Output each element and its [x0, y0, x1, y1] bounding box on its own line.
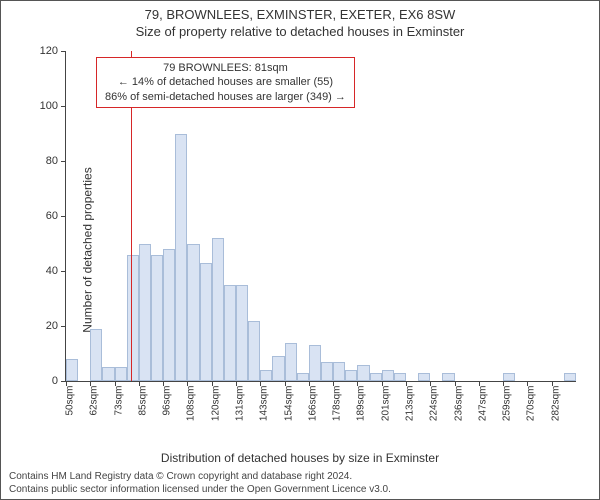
- xtick-label: 166sqm: [307, 386, 318, 422]
- ytick-label: 120: [40, 45, 66, 57]
- ytick-label: 100: [40, 100, 66, 112]
- chart-subtitle: Size of property relative to detached ho…: [1, 22, 599, 39]
- histogram-bar: [224, 285, 236, 381]
- histogram-bar: [163, 249, 175, 381]
- histogram-bar: [394, 373, 406, 381]
- histogram-bar: [285, 343, 297, 382]
- histogram-bar: [321, 362, 333, 381]
- histogram-bar: [212, 238, 224, 381]
- histogram-bar: [418, 373, 430, 381]
- histogram-bar: [345, 370, 357, 381]
- footer-line1: Contains HM Land Registry data © Crown c…: [9, 471, 391, 484]
- xtick-label: 96sqm: [162, 386, 173, 416]
- x-axis-label: Distribution of detached houses by size …: [1, 451, 599, 465]
- xtick-label: 154sqm: [283, 386, 294, 422]
- histogram-bar: [309, 345, 321, 381]
- xtick-label: 189sqm: [356, 386, 367, 422]
- histogram-bar: [260, 370, 272, 381]
- histogram-bar: [503, 373, 515, 381]
- histogram-bar: [357, 365, 369, 382]
- xtick-label: 50sqm: [65, 386, 76, 416]
- histogram-bar: [236, 285, 248, 381]
- xtick-label: 143sqm: [259, 386, 270, 422]
- ytick-label: 40: [46, 265, 66, 277]
- xtick-label: 247sqm: [477, 386, 488, 422]
- histogram-bar: [102, 367, 114, 381]
- info-box-line: ← 14% of detached houses are smaller (55…: [105, 75, 346, 89]
- histogram-bar: [442, 373, 454, 381]
- xtick-label: 131sqm: [235, 386, 246, 422]
- xtick-label: 213sqm: [405, 386, 416, 422]
- histogram-bar: [382, 370, 394, 381]
- chart-container: 79, BROWNLEES, EXMINSTER, EXETER, EX6 8S…: [0, 0, 600, 500]
- histogram-bar: [200, 263, 212, 381]
- xtick-label: 259sqm: [502, 386, 513, 422]
- xtick-label: 85sqm: [137, 386, 148, 416]
- plot-area: 02040608010012050sqm62sqm73sqm85sqm96sqm…: [65, 51, 576, 382]
- chart-title: 79, BROWNLEES, EXMINSTER, EXETER, EX6 8S…: [1, 1, 599, 22]
- histogram-bar: [90, 329, 102, 381]
- ytick-label: 80: [46, 155, 66, 167]
- xtick-label: 236sqm: [453, 386, 464, 422]
- footer-line2: Contains public sector information licen…: [9, 484, 391, 497]
- histogram-bar: [151, 255, 163, 382]
- info-box: 79 BROWNLEES: 81sqm← 14% of detached hou…: [96, 57, 355, 108]
- xtick-label: 282sqm: [550, 386, 561, 422]
- histogram-bar: [370, 373, 382, 381]
- histogram-bar: [127, 255, 139, 382]
- info-box-line: 86% of semi-detached houses are larger (…: [105, 90, 346, 104]
- xtick-label: 108sqm: [186, 386, 197, 422]
- xtick-label: 270sqm: [526, 386, 537, 422]
- xtick-label: 62sqm: [89, 386, 100, 416]
- ytick-label: 20: [46, 320, 66, 332]
- histogram-bar: [66, 359, 78, 381]
- ytick-label: 60: [46, 210, 66, 222]
- histogram-bar: [175, 134, 187, 382]
- xtick-label: 120sqm: [210, 386, 221, 422]
- histogram-bar: [139, 244, 151, 382]
- xtick-label: 201sqm: [380, 386, 391, 422]
- xtick-label: 178sqm: [332, 386, 343, 422]
- histogram-bar: [297, 373, 309, 381]
- histogram-bar: [272, 356, 284, 381]
- histogram-bar: [187, 244, 199, 382]
- xtick-label: 73sqm: [113, 386, 124, 416]
- footer-text: Contains HM Land Registry data © Crown c…: [9, 471, 391, 496]
- histogram-bar: [333, 362, 345, 381]
- info-box-line: 79 BROWNLEES: 81sqm: [105, 61, 346, 75]
- xtick-label: 224sqm: [429, 386, 440, 422]
- histogram-bar: [248, 321, 260, 382]
- histogram-bar: [564, 373, 576, 381]
- histogram-bar: [115, 367, 127, 381]
